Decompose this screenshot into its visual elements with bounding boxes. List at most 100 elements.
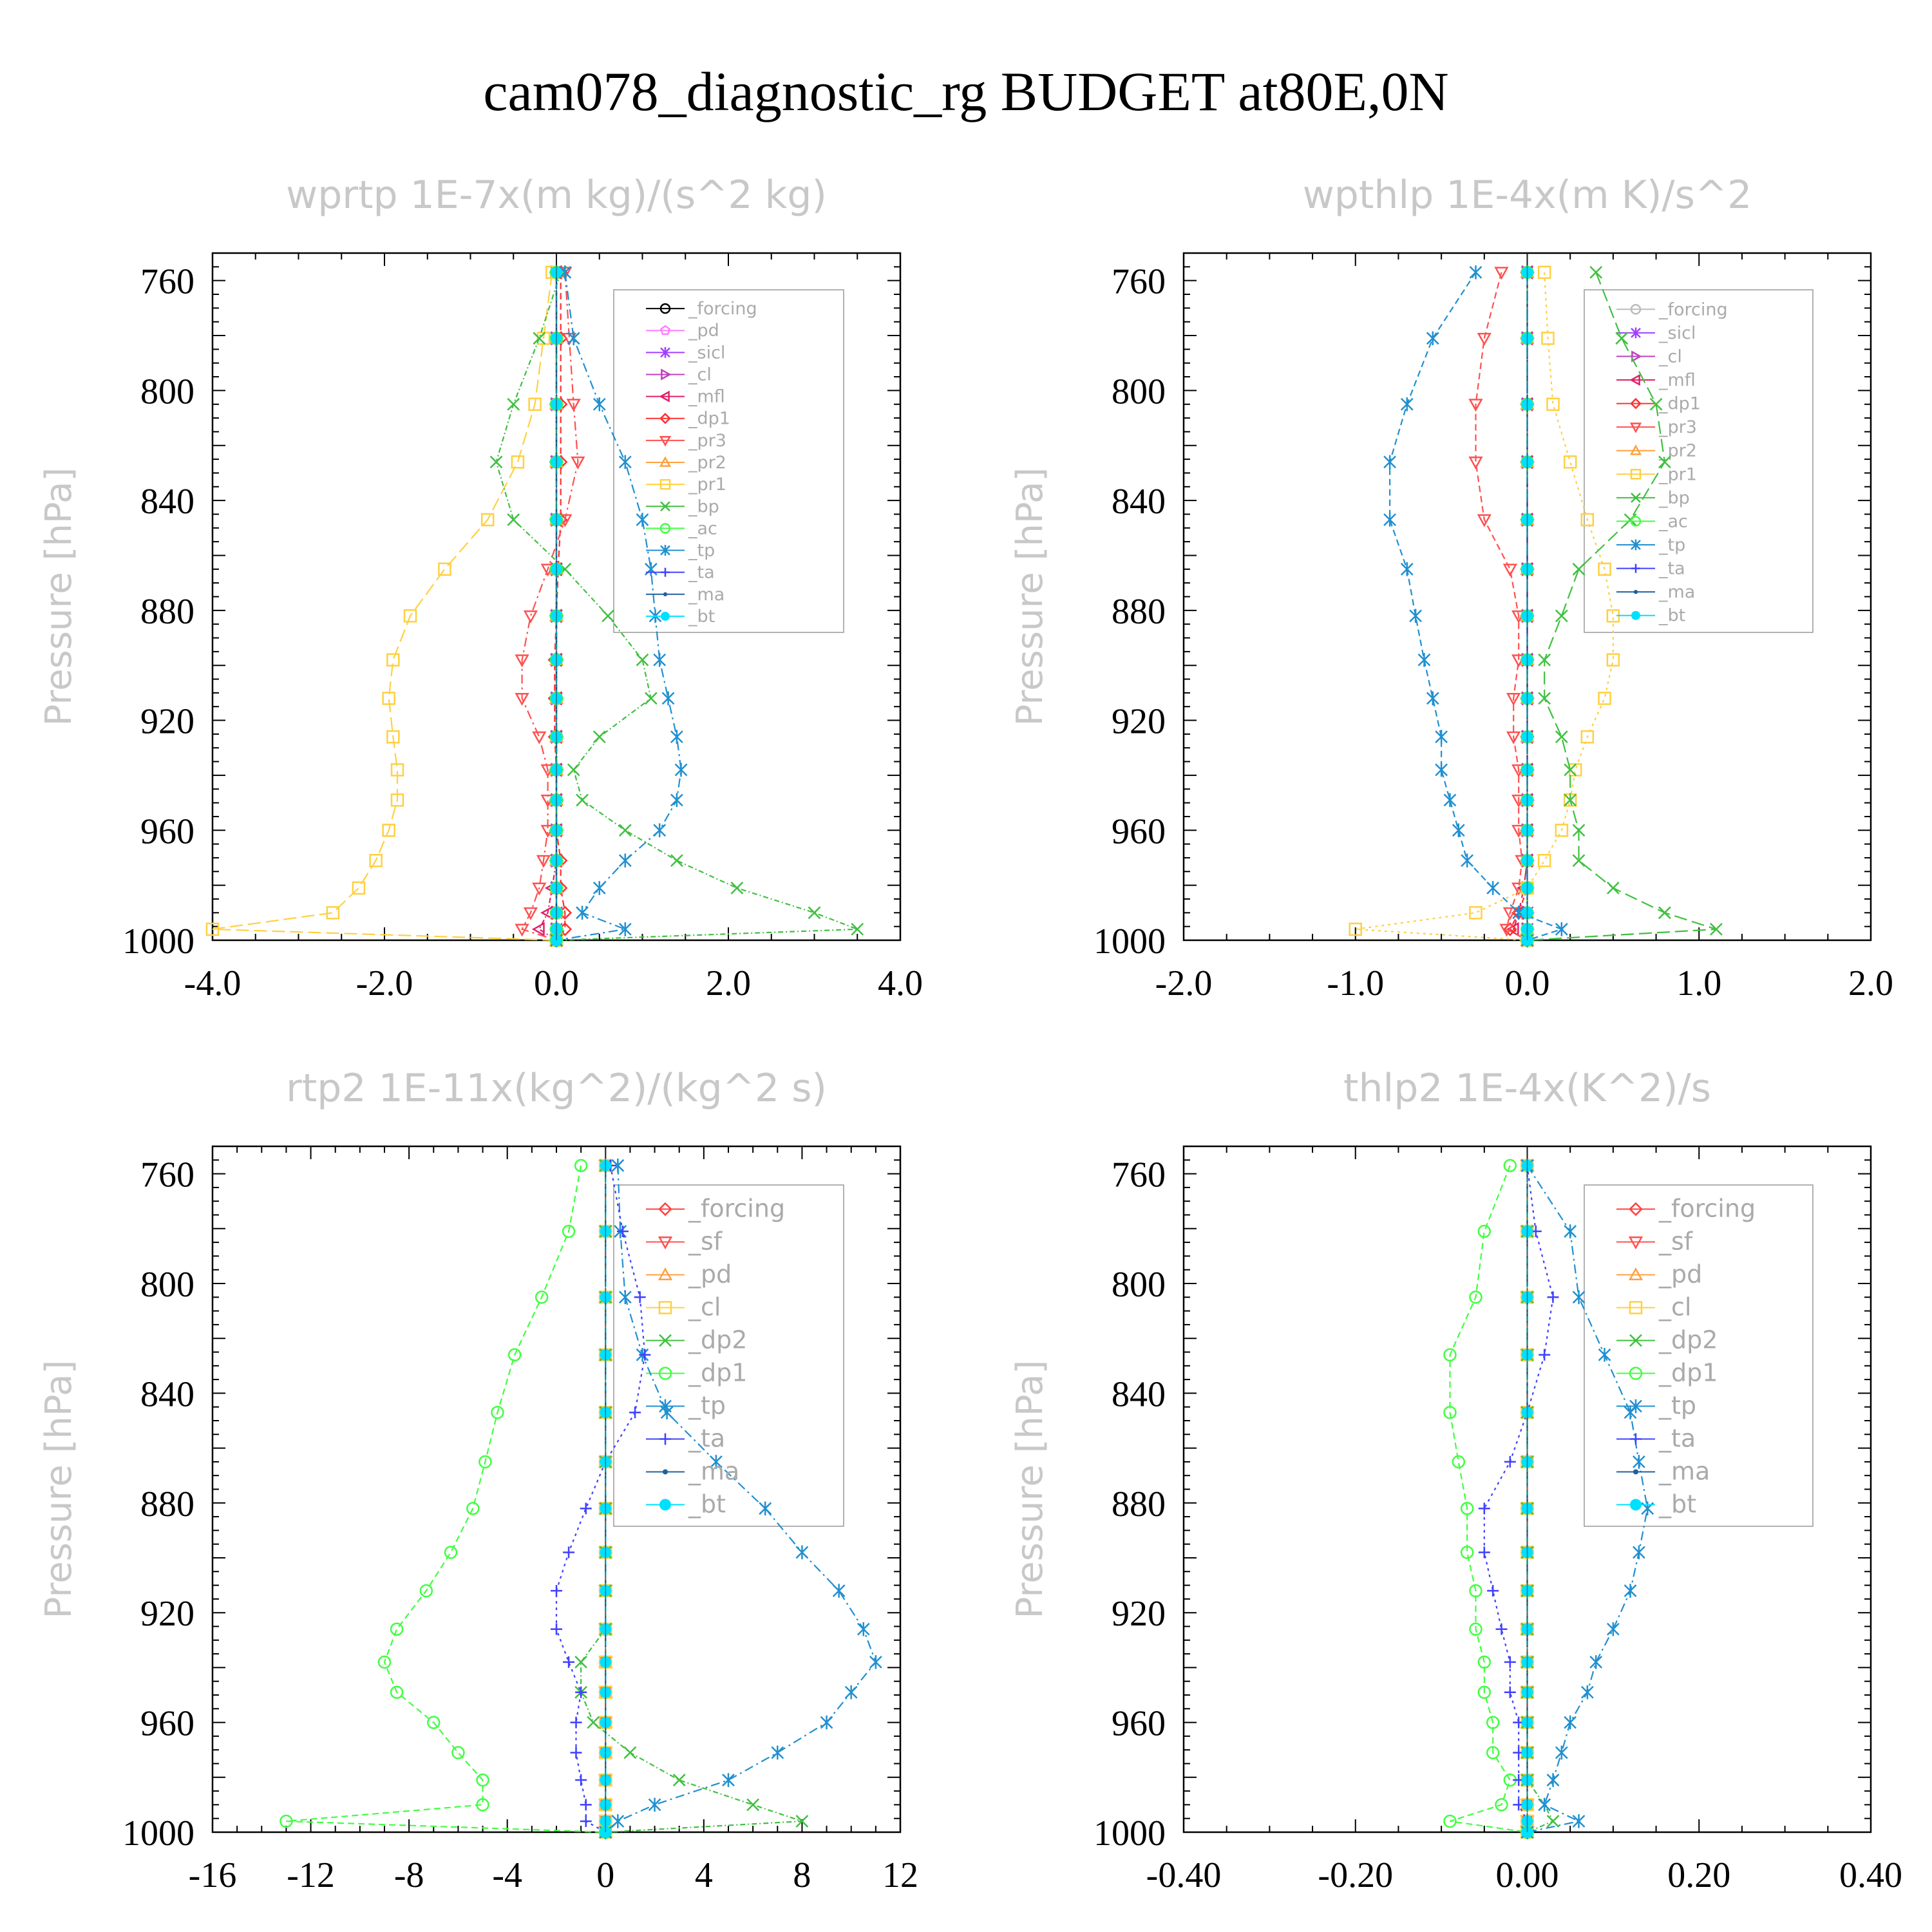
marker-point [1555,824,1569,837]
legend-label: _pd [688,321,719,341]
marker-point [1477,514,1492,527]
legend-label: _ac [688,518,717,538]
x-tick-label: 0.0 [1505,963,1550,1003]
marker-point [1555,922,1568,936]
y-tick-label: 840 [1112,482,1166,522]
marker-point [1477,332,1492,346]
marker-point [390,763,404,777]
marker-point [1631,327,1641,339]
marker-point [1631,611,1640,620]
marker-point [1615,332,1629,345]
legend-label: _pd [688,1260,732,1289]
marker-point [580,1799,592,1811]
marker-point [644,562,658,576]
chart-title: wpthlp 1E-4x(m K)/s^2 [1303,173,1752,218]
y-tick-label: 840 [140,482,194,522]
x-tick-label: -2.0 [356,963,413,1003]
marker-point [489,455,503,469]
series-line [1527,272,1717,942]
marker-point [1443,793,1457,808]
y-tick-label: 880 [140,1484,194,1524]
marker-point [1486,1746,1500,1759]
marker-point [661,368,672,381]
legend-box [613,289,844,633]
marker-point [653,823,667,838]
legend-label: _dp1 [688,409,730,429]
legend-label: _forcing [1658,1195,1756,1223]
marker-point [1628,1236,1643,1250]
legend-label: _sicl [688,343,725,363]
chart-panel: wpthlp 1E-4x(m K)/s^2 Pressure [hPa] 760 80… [1009,173,1893,1003]
marker-point [558,265,572,279]
marker-point [570,1716,582,1728]
marker-point [532,731,547,744]
y-tick-label: 1000 [122,1814,194,1853]
marker-point [1538,692,1551,705]
marker-point [659,1499,671,1511]
legend-label: _cl [688,365,712,384]
series-tp: _tp [1520,1159,1696,1839]
legend-label: _sf [1658,1227,1694,1256]
marker-point [659,436,672,447]
marker-point [535,1291,549,1304]
series-line [605,1165,877,1833]
marker-point [1503,1159,1517,1173]
marker-point [1539,1349,1551,1361]
marker-point [1469,906,1482,920]
marker-point [1629,422,1642,433]
marker-point [662,1469,668,1475]
marker-point [1495,1623,1508,1635]
marker-point [1572,854,1586,867]
marker-point [1624,513,1637,526]
x-tick-label: 2.0 [706,963,751,1003]
marker-point [1486,1716,1500,1729]
marker-point [1630,304,1642,315]
y-tick-label: 760 [1112,262,1166,302]
marker-point [795,1815,809,1828]
series-forcing: _forcing [549,265,757,947]
legend-label: _bt [688,607,715,627]
y-tick-label: 960 [140,811,194,851]
marker-point [658,1301,672,1314]
marker-point [1658,455,1671,469]
marker-point [1494,267,1509,280]
marker-point [1400,397,1414,412]
chart-panel: wprtp 1E-7x(m kg)/(s^2 kg) Pressure [hPa]… [38,173,923,1003]
marker-point [648,1797,661,1812]
marker-point [531,922,545,937]
marker-point [1598,1347,1611,1362]
y-tick-label: 840 [140,1374,194,1414]
marker-point [1564,1715,1577,1730]
y-tick-label: 1000 [122,922,194,961]
series-dp1: _dp1 [279,1159,747,1839]
legend-label: _tp [688,541,715,561]
marker-point [623,1746,637,1759]
marker-point [1633,1455,1645,1469]
marker-point [279,1814,293,1828]
marker-point [1546,1815,1560,1828]
marker-point [574,1655,588,1669]
marker-point [592,730,606,744]
y-tick-label: 920 [140,1594,194,1634]
series-line [1483,1165,1554,1832]
marker-point [419,1584,433,1598]
marker-point [1546,397,1560,411]
marker-point [386,653,400,667]
legend-label: _bp [688,497,719,516]
x-tick-label: -0.40 [1146,1855,1222,1895]
marker-point [618,1290,632,1305]
marker-point [1564,793,1577,807]
legend-label: _forcing [1658,299,1728,319]
marker-point [659,1399,672,1414]
marker-point [820,1715,833,1730]
marker-point [759,1501,772,1516]
marker-point [636,653,649,667]
marker-point [1589,265,1603,279]
marker-point [532,882,547,896]
legend-label: _cl [688,1293,721,1321]
marker-point [672,1774,686,1786]
marker-point [1468,399,1483,412]
marker-point [1538,653,1551,667]
y-tick-label: 800 [1112,372,1166,412]
marker-point [659,1334,672,1347]
